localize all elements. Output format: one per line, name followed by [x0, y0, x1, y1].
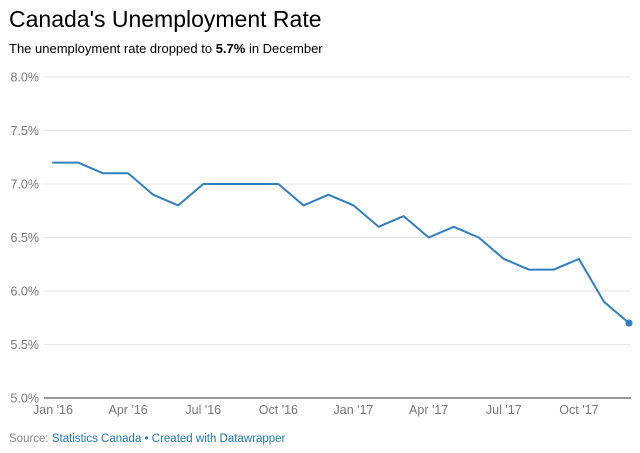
- x-axis-ticks: Jan '16 Apr '16 Jul '16 Oct '16 Jan '17 Apr '…: [33, 403, 599, 417]
- footer-separator: •: [144, 433, 149, 445]
- x-tick-label: Oct '17: [559, 403, 598, 417]
- subtitle-prefix: The unemployment rate dropped to: [9, 41, 216, 56]
- y-tick-label: 6.5%: [11, 231, 40, 245]
- credit-link[interactable]: Created with Datawrapper: [151, 433, 286, 445]
- subtitle-highlight: 5.7%: [215, 41, 246, 56]
- chart-subtitle: The unemployment rate dropped to 5.7% in…: [9, 41, 323, 57]
- x-tick-label: Apr '17: [409, 403, 448, 417]
- x-tick-label: Jul '16: [185, 403, 221, 417]
- y-tick-label: 7.0%: [11, 178, 40, 192]
- chart-title: Canada's Unemployment Rate: [9, 6, 322, 32]
- chart-footer: Source: Statistics Canada • Created with…: [9, 432, 285, 446]
- x-tick-label: Apr '16: [109, 403, 148, 417]
- source-link[interactable]: Statistics Canada: [51, 433, 142, 445]
- y-tick-label: 5.5%: [11, 338, 40, 352]
- y-tick-label: 5.0%: [11, 392, 40, 406]
- subtitle-suffix: in December: [245, 41, 323, 56]
- y-tick-label: 8.0%: [11, 71, 40, 85]
- end-point-marker: [625, 319, 633, 327]
- series-line: [52, 161, 630, 325]
- y-tick-label: 6.0%: [11, 285, 40, 299]
- grid-layer: [44, 76, 631, 399]
- y-axis-ticks: 8.0% 7.5% 7.0% 6.5% 6.0% 5.5% 5.0%: [11, 71, 40, 406]
- source-label: Source:: [9, 433, 49, 445]
- x-tick-label: Jan '17: [334, 403, 374, 417]
- series-layer: [52, 161, 633, 327]
- x-tick-label: Jul '17: [486, 403, 522, 417]
- x-tick-label: Oct '16: [259, 403, 298, 417]
- x-tick-label: Jan '16: [33, 403, 73, 417]
- y-tick-label: 7.5%: [11, 124, 40, 138]
